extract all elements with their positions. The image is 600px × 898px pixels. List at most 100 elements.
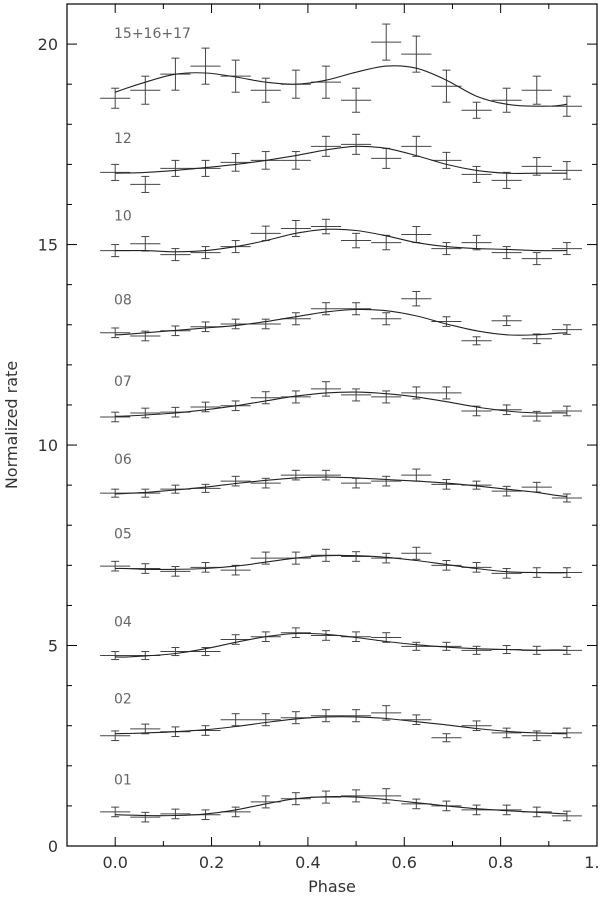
data-point <box>341 232 372 249</box>
data-point <box>160 808 191 820</box>
data-point <box>521 481 552 493</box>
data-point <box>190 647 221 657</box>
data-point <box>250 318 281 330</box>
data-point <box>551 727 582 739</box>
model-curve <box>115 554 567 574</box>
y-tick-label: 0 <box>48 837 58 856</box>
x-tick-label: 0.8 <box>488 853 513 872</box>
data-point <box>461 645 492 655</box>
series-07: 07 <box>100 374 582 423</box>
data-point <box>280 390 311 404</box>
data-point <box>401 641 432 651</box>
series-label: 06 <box>114 452 132 468</box>
series-label: 01 <box>114 773 132 789</box>
data-point <box>100 651 131 661</box>
data-point <box>341 709 372 723</box>
data-point <box>310 302 342 316</box>
data-point <box>130 811 161 823</box>
model-curve <box>115 476 567 497</box>
data-point <box>250 713 281 727</box>
data-point <box>280 151 311 170</box>
model-curve <box>115 632 567 658</box>
series-label: 15+16+17 <box>114 26 191 42</box>
data-point <box>160 159 191 177</box>
data-point <box>551 95 582 117</box>
data-point <box>461 405 492 417</box>
data-point <box>100 560 131 572</box>
data-point <box>371 788 402 804</box>
data-point <box>371 475 402 487</box>
data-point <box>220 475 251 487</box>
data-point <box>371 705 402 721</box>
data-point <box>130 236 161 252</box>
model-curve <box>115 145 567 174</box>
data-point <box>190 562 221 573</box>
y-tick-label: 10 <box>38 436 58 455</box>
data-point <box>431 69 462 103</box>
data-point <box>100 411 131 423</box>
y-tick-label: 5 <box>48 637 58 656</box>
data-point <box>220 59 251 93</box>
data-point <box>310 381 342 397</box>
data-point <box>100 163 131 181</box>
x-axis-label: Phase <box>308 877 356 896</box>
data-point <box>341 789 372 803</box>
x-tick-label: 1.0 <box>584 853 600 872</box>
series-12: 12 <box>100 131 582 193</box>
series-15+16+17: 15+16+17 <box>100 23 582 119</box>
data-point <box>190 47 221 85</box>
model-curve <box>115 391 567 417</box>
data-point <box>551 242 582 256</box>
series-05: 05 <box>100 526 582 579</box>
data-point <box>401 714 432 726</box>
data-point <box>371 23 402 61</box>
x-tick-label: 0.2 <box>199 853 224 872</box>
data-point <box>371 632 402 643</box>
data-point <box>280 220 311 238</box>
x-tick-label: 0.4 <box>295 853 320 872</box>
series-06: 06 <box>100 452 582 503</box>
data-point <box>371 312 402 326</box>
data-point <box>551 493 582 503</box>
data-point <box>491 171 522 189</box>
data-point <box>551 161 582 180</box>
data-point <box>341 87 372 113</box>
data-point <box>491 485 522 497</box>
series-layer: 01 02 04 05 06 07 08 10 12 15+16+17 <box>100 23 582 823</box>
model-curve <box>115 65 568 107</box>
series-label: 08 <box>114 293 132 309</box>
model-curve <box>115 308 567 336</box>
series-04: 04 <box>100 615 582 661</box>
y-tick-label: 15 <box>38 236 58 255</box>
data-point <box>160 248 191 262</box>
data-point <box>280 627 311 639</box>
plot-frame <box>66 3 598 847</box>
data-point <box>521 75 552 105</box>
data-point <box>341 302 372 316</box>
series-label: 12 <box>114 131 132 147</box>
series-01: 01 <box>100 773 582 823</box>
data-point <box>521 333 552 345</box>
data-point <box>401 546 432 560</box>
data-point <box>371 390 402 404</box>
data-point <box>250 391 281 405</box>
data-point <box>431 151 462 169</box>
data-point <box>160 647 191 657</box>
data-point <box>100 806 131 818</box>
data-point <box>461 101 492 119</box>
axis-tick-labels: 0.00.20.40.60.81.005101520 <box>38 35 600 872</box>
data-point <box>341 477 372 489</box>
series-08: 08 <box>100 290 582 346</box>
data-point <box>341 388 372 402</box>
data-point <box>130 407 161 419</box>
y-tick-label: 20 <box>38 35 58 54</box>
data-point <box>100 730 131 742</box>
data-point <box>401 468 432 482</box>
data-point <box>491 315 522 327</box>
series-label: 02 <box>114 692 132 708</box>
data-point <box>310 469 342 481</box>
data-point <box>431 733 462 743</box>
data-point <box>551 405 582 417</box>
y-axis-label: Normalized rate <box>2 361 21 489</box>
data-point <box>491 568 522 579</box>
